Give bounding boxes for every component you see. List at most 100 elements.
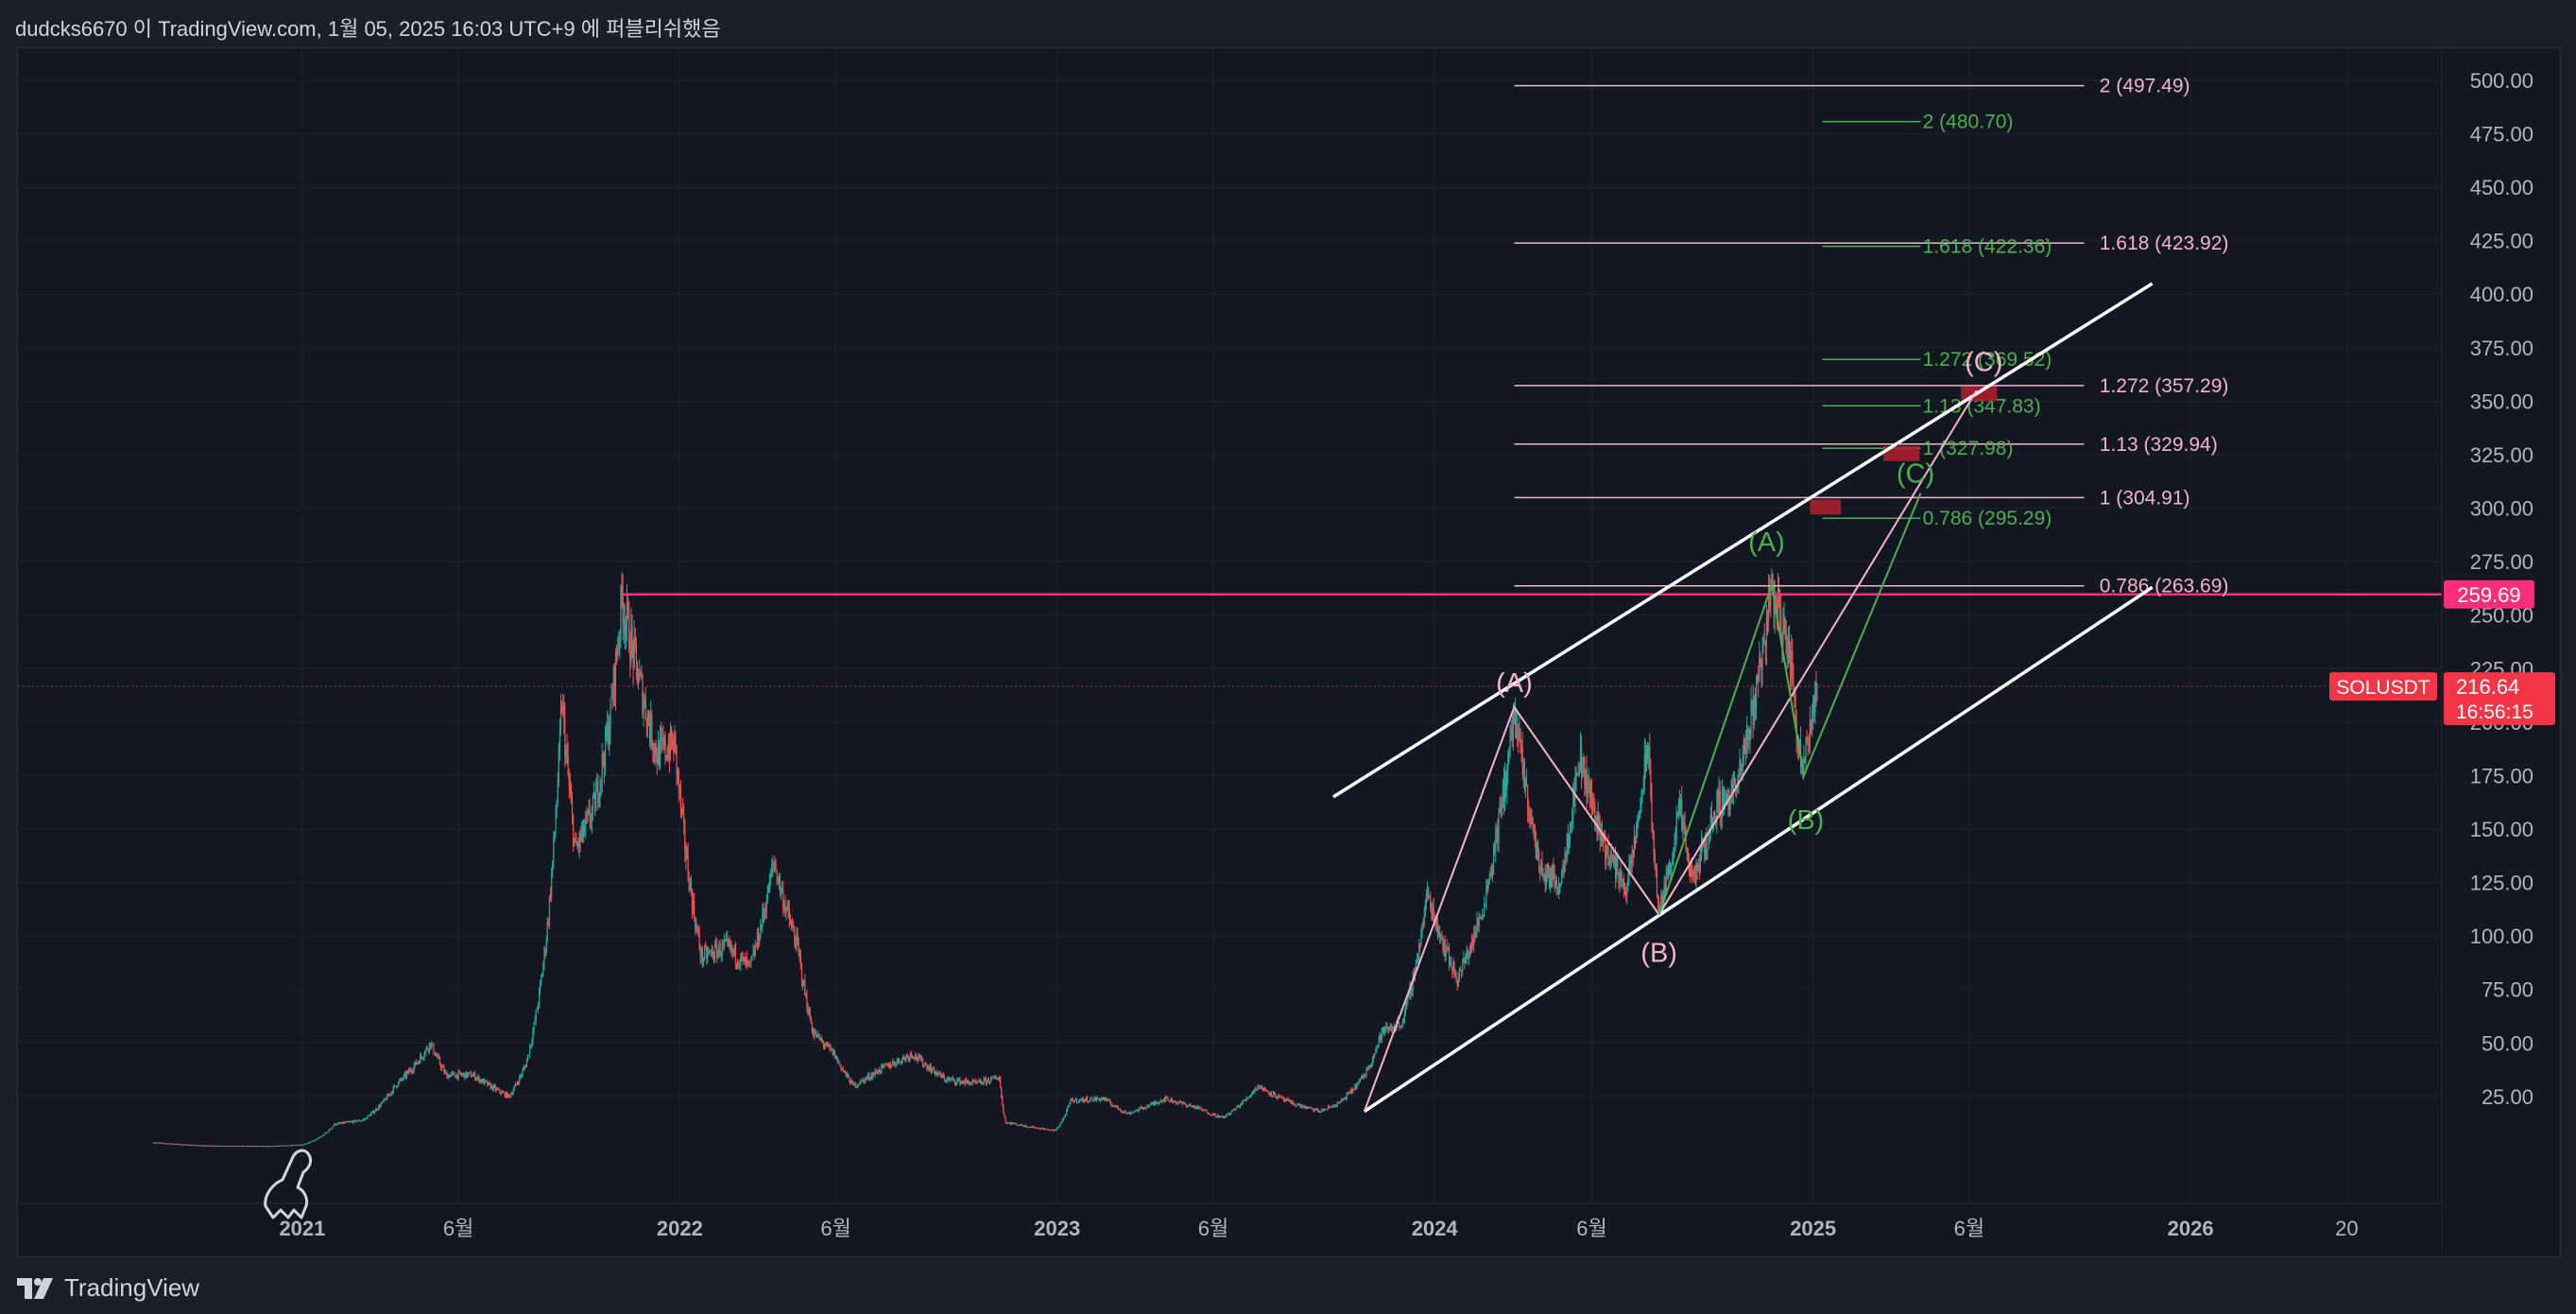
candle-body [709, 951, 711, 953]
candle-body [1630, 859, 1632, 866]
candle-body [794, 931, 796, 942]
candle-body [1053, 1130, 1056, 1132]
candle-body [907, 1056, 909, 1061]
candle-body [1353, 1088, 1355, 1090]
candle-body [840, 1064, 842, 1070]
target-box-1 [1810, 499, 1842, 515]
candle-body [1468, 956, 1469, 959]
x-tick-label: 6월 [443, 1217, 473, 1240]
fib-pink-level-label: 1 (304.91) [2100, 487, 2190, 509]
candle-body [748, 960, 750, 962]
candle-body [230, 1146, 232, 1148]
candle-body [830, 1046, 832, 1049]
candle-body [919, 1057, 921, 1061]
candle-body [688, 876, 690, 890]
candle-body [514, 1083, 516, 1087]
candle-body [601, 753, 603, 780]
candle-body [895, 1064, 897, 1066]
candle-body [872, 1073, 874, 1079]
candle-body [1151, 1102, 1154, 1104]
candle-body [690, 880, 692, 893]
candle-body [1006, 1122, 1008, 1124]
y-tick-label: 150.00 [2470, 818, 2533, 841]
candle-body [318, 1136, 321, 1138]
candle-body [1262, 1089, 1264, 1092]
candle-body [1070, 1098, 1072, 1104]
candle-body [607, 723, 609, 738]
candle-body [1741, 769, 1743, 770]
candle-body [1272, 1092, 1275, 1097]
candle-body [1253, 1091, 1255, 1093]
candle-body [589, 809, 591, 822]
candle-body [1716, 791, 1718, 823]
price-chart[interactable]: 2 (497.49)1.618 (423.92)1.272 (357.29)1.… [18, 48, 2560, 1256]
candle-body [1392, 1027, 1394, 1029]
candle-body [1621, 879, 1623, 881]
candle-body [1554, 874, 1555, 886]
candle-body [657, 742, 659, 765]
candle-body [1447, 947, 1449, 949]
y-tick-label: 175.00 [2470, 764, 2533, 787]
candle-body [433, 1044, 435, 1054]
candle-body [1054, 1130, 1056, 1132]
candle-body [1674, 836, 1676, 841]
candle-body [819, 1038, 821, 1040]
candle-body [628, 610, 630, 652]
candle-body [664, 736, 666, 757]
candle-body [1543, 873, 1545, 875]
candle-body [1062, 1117, 1064, 1120]
candle-body [763, 909, 764, 915]
candle-body [1754, 696, 1756, 706]
candle-body [1718, 790, 1720, 801]
candle-body [873, 1073, 875, 1076]
chart-frame[interactable]: 2 (497.49) 1.618 (423.92) 1.272 (357.29) 1.… [17, 47, 2561, 1257]
candle-body [1446, 946, 1448, 948]
candle-body [987, 1079, 989, 1081]
candle-body [1613, 856, 1616, 864]
candle-body [1204, 1110, 1206, 1112]
candle-body [438, 1058, 441, 1065]
candle-body [518, 1082, 520, 1084]
candle-body [707, 952, 709, 959]
candle-body [1730, 780, 1732, 803]
candle-body [559, 709, 562, 730]
candle-body [1598, 812, 1600, 827]
candle-body [267, 1146, 269, 1148]
candle-body [1521, 747, 1523, 776]
candle-body [554, 832, 556, 837]
candle-body [1751, 700, 1753, 703]
candle-body [965, 1080, 968, 1081]
tradingview-brand[interactable]: TradingView [17, 1273, 199, 1303]
candle-body [1113, 1105, 1115, 1107]
candle-body [892, 1062, 894, 1066]
candle-body [444, 1071, 446, 1073]
y-axis-background [2442, 48, 2560, 1256]
candle-body [1585, 769, 1587, 786]
candle-body [828, 1044, 830, 1047]
candle-body [795, 941, 797, 949]
candle-body [1126, 1112, 1128, 1115]
candle-body [350, 1121, 352, 1123]
candle-body [990, 1078, 992, 1082]
candle-body [850, 1080, 852, 1084]
candle-body [1677, 802, 1680, 818]
candle-body [1138, 1108, 1140, 1112]
candle-body [1144, 1107, 1146, 1109]
candle-body [1371, 1059, 1374, 1063]
candle-body [1128, 1113, 1130, 1115]
candle-body [1215, 1116, 1217, 1118]
candle-body [1225, 1115, 1227, 1118]
candle-body [1468, 949, 1470, 957]
candle-body [1580, 743, 1583, 776]
candle-body [974, 1080, 976, 1082]
candle-body [745, 958, 747, 966]
candle-body [546, 921, 548, 941]
candle-body [441, 1066, 443, 1069]
candle-body [259, 1146, 261, 1148]
candle-body [176, 1143, 179, 1145]
candle-body [549, 895, 552, 898]
candle-body [1049, 1130, 1051, 1132]
candle-body [408, 1070, 410, 1073]
candle-body [1368, 1065, 1370, 1069]
candle-body [1735, 779, 1737, 790]
